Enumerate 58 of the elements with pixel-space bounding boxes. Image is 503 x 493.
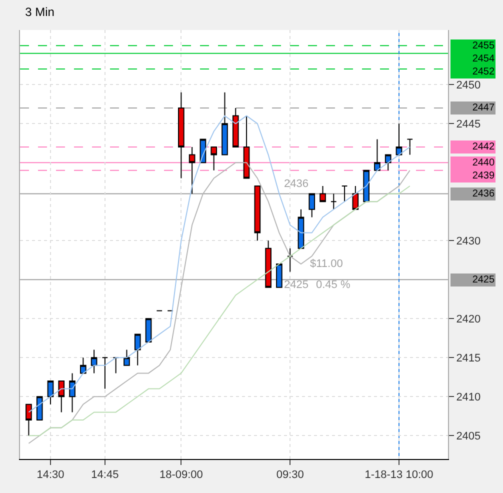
x-tick-label: 14:45 [91, 469, 119, 482]
y-tick-label: 2420 [456, 313, 481, 326]
candlestick [36, 396, 43, 420]
ref-line-label: 2452 [472, 66, 495, 78]
ref-line-label: 2447 [472, 102, 495, 114]
candlestick [145, 318, 152, 342]
candlestick [308, 193, 316, 218]
candlestick [222, 92, 228, 156]
candlestick [90, 349, 98, 374]
candlestick [47, 380, 54, 405]
x-tick-label: 18-09:00 [159, 469, 203, 482]
candlestick [406, 138, 414, 156]
candlestick [298, 208, 304, 249]
y-tick-label: 2415 [456, 352, 481, 364]
x-tick-label: 14:30 [36, 469, 64, 482]
ref-line-label: 2440 [472, 158, 495, 168]
candlestick [330, 193, 337, 210]
candlestick [188, 146, 196, 194]
candlestick [363, 170, 370, 202]
y-tick-label: 2445 [456, 118, 481, 130]
annotation: 2436 [284, 178, 308, 190]
ref-line-label: 2454 [472, 54, 495, 64]
candlestick [286, 248, 294, 272]
ref-line-label: 2455 [472, 40, 495, 52]
candlestick [254, 186, 261, 242]
candlestick [320, 186, 326, 202]
y-tick-label: 2410 [456, 391, 481, 404]
y-tick-label: 2450 [456, 79, 481, 92]
x-tick-label: 09:30 [276, 469, 304, 482]
candlestick [243, 115, 250, 179]
y-tick-label: 2405 [456, 430, 481, 442]
candlestick [232, 108, 239, 148]
annotation: 0.45 % [316, 279, 350, 291]
line-series [28, 115, 410, 413]
x-tick-label: 1-18-13 10:00 [364, 469, 434, 482]
annotation: $11.00 [310, 258, 343, 270]
candlestick [210, 146, 218, 171]
candlestick [374, 138, 380, 171]
candlestick [69, 372, 76, 413]
candlestick [276, 264, 282, 288]
ref-line-label: 2439 [472, 170, 495, 182]
candlestick [396, 123, 402, 156]
ref-line-label: 2442 [472, 142, 495, 152]
y-tick-label: 2430 [456, 235, 481, 248]
candlestick [341, 186, 348, 202]
ref-line-label: 2436 [472, 188, 495, 200]
candlestick [26, 404, 32, 436]
candlestick [58, 380, 65, 413]
chart-title: 3 Min [25, 4, 54, 19]
candlestick [265, 240, 272, 288]
candlestick [384, 154, 392, 171]
ref-line-label: 2425 [472, 274, 495, 286]
annotation: 2425 [284, 279, 308, 291]
candlestick [80, 357, 86, 374]
candlestick [178, 92, 184, 179]
candlestick [134, 334, 141, 366]
candlestick [124, 349, 130, 366]
candlestick [102, 357, 108, 390]
